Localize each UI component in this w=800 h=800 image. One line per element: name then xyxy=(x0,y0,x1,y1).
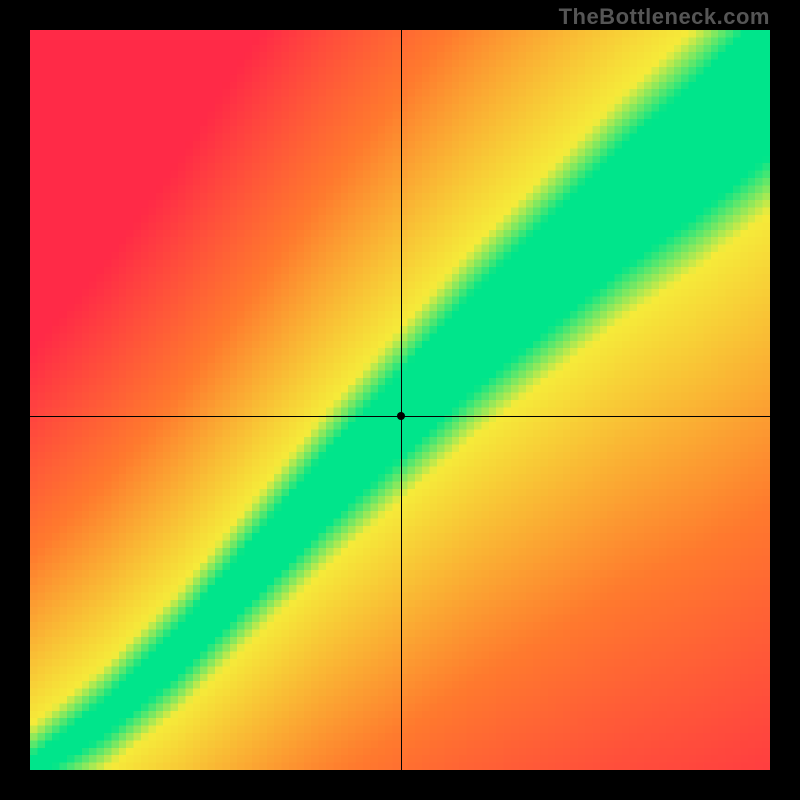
page-root: TheBottleneck.com xyxy=(0,0,800,800)
marker-dot xyxy=(397,412,405,420)
heatmap-canvas xyxy=(30,30,770,770)
crosshair-vertical xyxy=(401,30,402,770)
watermark-label: TheBottleneck.com xyxy=(559,4,770,30)
heatmap-plot xyxy=(30,30,770,770)
